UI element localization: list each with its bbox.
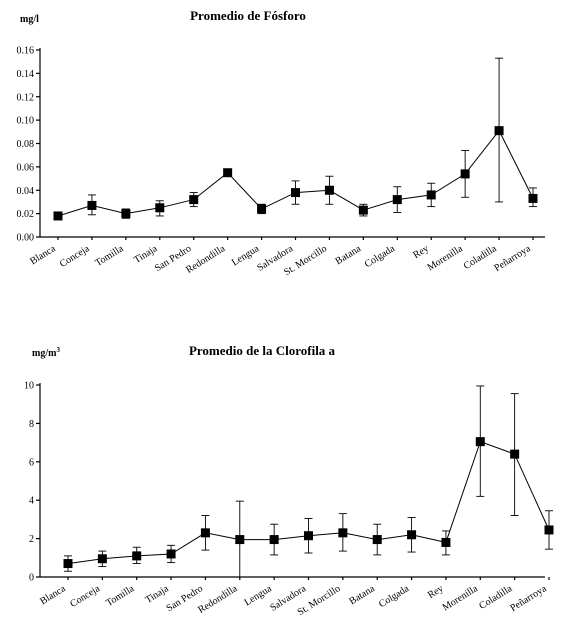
x-tick-label: Colgada xyxy=(377,583,412,610)
data-point xyxy=(460,169,470,179)
chart-title: Promedio de la Clorofila a xyxy=(189,343,336,358)
data-point xyxy=(257,204,267,214)
data-point xyxy=(155,203,165,213)
x-tick-label: Rey xyxy=(426,583,445,601)
data-point xyxy=(87,200,97,210)
y-tick-label: 0.14 xyxy=(17,69,35,80)
x-tick-label: Tomilla xyxy=(104,583,137,609)
data-point xyxy=(291,188,300,198)
data-point xyxy=(53,211,63,221)
data-point xyxy=(338,528,348,538)
y-tick-label: 0.16 xyxy=(17,46,35,57)
x-tick-label: Batana xyxy=(334,243,364,267)
y-tick-label: 0.00 xyxy=(17,233,35,244)
data-point xyxy=(441,537,451,547)
data-point xyxy=(358,205,368,215)
data-point xyxy=(97,554,107,564)
data-point xyxy=(189,195,199,205)
y-tick-label: 0.04 xyxy=(17,186,35,197)
data-point xyxy=(494,126,504,136)
data-point xyxy=(324,185,334,195)
y-tick-label: 4 xyxy=(29,496,34,507)
y-tick-label: 10 xyxy=(24,381,34,392)
x-tick-label: Conceja xyxy=(58,243,92,270)
data-point xyxy=(166,549,176,559)
data-point xyxy=(269,535,279,545)
data-point xyxy=(392,195,402,205)
y-tick-label: 0.10 xyxy=(17,116,35,127)
data-point xyxy=(200,528,210,538)
y-tick-label: 0.12 xyxy=(17,92,35,103)
y-tick-label: 0 xyxy=(29,573,34,584)
data-point xyxy=(372,535,382,545)
data-point xyxy=(63,559,73,569)
x-tick-label: Morenilla xyxy=(441,583,481,614)
x-tick-label: Blanca xyxy=(28,243,58,267)
x-tick-label: Redondilla xyxy=(196,583,240,616)
x-tick-label: Batana xyxy=(347,583,377,607)
y-tick-label: 8 xyxy=(29,419,34,430)
y-axis-unit: mg/m3 xyxy=(32,346,60,359)
data-point xyxy=(304,531,313,541)
x-tick-label: Redondilla xyxy=(184,243,228,276)
data-point xyxy=(426,190,436,200)
x-tick-label: Peñarroya xyxy=(492,243,533,274)
y-tick-label: 6 xyxy=(29,457,34,468)
data-point xyxy=(121,209,131,219)
x-tick-label: Rey xyxy=(411,243,430,261)
chart-title: Promedio de Fósforo xyxy=(190,8,306,23)
data-point xyxy=(132,551,142,561)
data-point xyxy=(528,193,538,203)
x-tick-label: Blanca xyxy=(38,583,68,607)
data-point xyxy=(544,525,554,535)
y-tick-label: 0.06 xyxy=(17,162,35,173)
data-point xyxy=(475,437,485,447)
y-tick-label: 2 xyxy=(29,534,34,545)
x-tick-label: Tomilla xyxy=(93,243,126,269)
x-tick-label: Colgada xyxy=(363,243,398,270)
data-point xyxy=(510,449,520,459)
y-tick-label: 0.08 xyxy=(17,139,35,150)
y-axis-unit-superscript: 3 xyxy=(56,346,60,354)
data-point xyxy=(235,535,245,545)
data-point xyxy=(407,530,417,540)
data-point xyxy=(223,168,233,178)
x-tick-label: Morenilla xyxy=(425,243,465,274)
x-tick-label: Conceja xyxy=(68,583,102,610)
y-axis-unit: mg/l xyxy=(20,14,39,25)
x-tick-label: Peñarroya xyxy=(508,583,549,614)
y-tick-label: 0.02 xyxy=(17,209,35,220)
